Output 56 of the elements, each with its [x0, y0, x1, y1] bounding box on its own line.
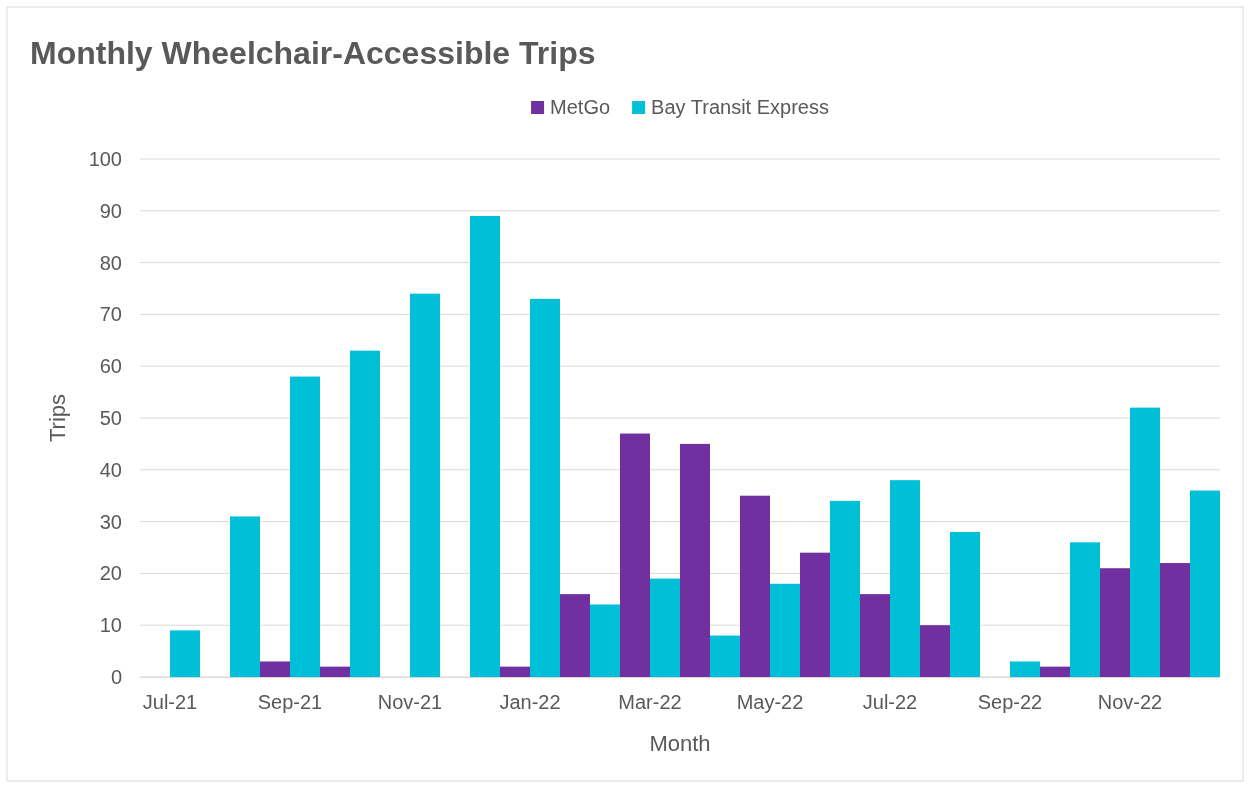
- x-tick-label: Sep-22: [977, 691, 1043, 714]
- bar: [830, 500, 860, 677]
- bar: [170, 630, 200, 677]
- y-tick-label: 40: [99, 458, 122, 481]
- bar: [920, 625, 950, 677]
- bar: [1130, 407, 1160, 677]
- x-tick-label: Jan-22: [499, 691, 561, 714]
- bar: [410, 293, 440, 677]
- bar: [1190, 490, 1220, 677]
- y-tick-label: 70: [99, 303, 122, 326]
- x-tick-label: Nov-21: [377, 691, 443, 714]
- legend-label: Bay Transit Express: [651, 96, 829, 118]
- y-tick-label: 20: [99, 562, 122, 585]
- bar: [530, 298, 560, 677]
- bar: [1160, 563, 1190, 677]
- bar: [350, 350, 380, 677]
- y-tick-label: 90: [99, 199, 122, 222]
- bar: [710, 635, 740, 677]
- chart-title: Monthly Wheelchair-Accessible Trips: [30, 35, 596, 71]
- y-tick-label: 80: [99, 251, 122, 274]
- bar: [740, 495, 770, 677]
- bar: [770, 583, 800, 677]
- bar: [1100, 568, 1130, 677]
- x-tick-label: Mar-22: [618, 691, 682, 714]
- bar: [560, 594, 590, 677]
- bar: [620, 433, 650, 677]
- y-tick-label: 30: [99, 510, 122, 533]
- bar: [1040, 666, 1070, 677]
- bar: [950, 531, 980, 677]
- bar: [860, 594, 890, 677]
- x-tick-label: Jul-21: [142, 691, 198, 714]
- x-tick-label: Sep-21: [257, 691, 323, 714]
- y-tick-label: 0: [110, 665, 122, 688]
- y-tick-label: 100: [88, 147, 122, 170]
- x-tick-label: Nov-22: [1097, 691, 1163, 714]
- bar: [590, 604, 620, 677]
- bar: [290, 376, 320, 677]
- x-tick-label: Jul-22: [862, 691, 918, 714]
- bar: [320, 666, 350, 677]
- bar: [1070, 542, 1100, 677]
- y-tick-label: 60: [99, 355, 122, 378]
- y-tick-label: 50: [99, 406, 122, 429]
- bar: [500, 666, 530, 677]
- bar: [260, 661, 290, 677]
- bar: [650, 578, 680, 677]
- x-tick-label: May-22: [736, 691, 804, 714]
- bar: [470, 215, 500, 677]
- bar: [230, 516, 260, 677]
- bar: [890, 480, 920, 677]
- bar: [1010, 661, 1040, 677]
- legend-label: MetGo: [550, 96, 611, 118]
- y-axis-title: Trips: [45, 393, 70, 443]
- x-axis-title: Month: [649, 731, 711, 756]
- bar: [680, 443, 710, 677]
- bar: [800, 552, 830, 677]
- y-tick-label: 10: [99, 614, 122, 637]
